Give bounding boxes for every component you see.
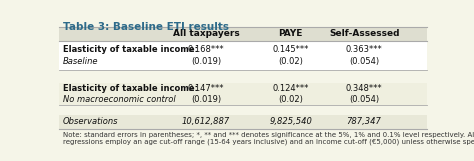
Text: Self-Assessed: Self-Assessed <box>329 29 400 38</box>
Text: 0.147***: 0.147*** <box>188 84 225 93</box>
FancyBboxPatch shape <box>59 83 427 105</box>
Text: 10,612,887: 10,612,887 <box>182 117 230 126</box>
Text: 9,825,540: 9,825,540 <box>269 117 312 126</box>
Text: 0.348***: 0.348*** <box>346 84 383 93</box>
FancyBboxPatch shape <box>59 115 427 129</box>
Text: 0.145***: 0.145*** <box>273 45 309 54</box>
Text: (0.02): (0.02) <box>278 95 303 104</box>
Text: (0.019): (0.019) <box>191 57 221 66</box>
Text: Observations: Observations <box>63 117 118 126</box>
FancyBboxPatch shape <box>59 42 427 70</box>
Text: Note: standard errors in parentheses; *, ** and *** denotes significance at the : Note: standard errors in parentheses; *,… <box>63 132 474 145</box>
Text: 0.168***: 0.168*** <box>188 45 225 54</box>
FancyBboxPatch shape <box>59 27 427 41</box>
Text: Elasticity of taxable income:: Elasticity of taxable income: <box>63 84 198 93</box>
Text: 0.363***: 0.363*** <box>346 45 383 54</box>
Text: (0.02): (0.02) <box>278 57 303 66</box>
Text: No macroeconomic control: No macroeconomic control <box>63 95 176 104</box>
Text: (0.054): (0.054) <box>349 57 379 66</box>
Text: All taxpayers: All taxpayers <box>173 29 239 38</box>
Text: 787,347: 787,347 <box>346 117 382 126</box>
Text: Table 3: Baseline ETI results: Table 3: Baseline ETI results <box>63 22 229 32</box>
Text: (0.019): (0.019) <box>191 95 221 104</box>
Text: 0.124***: 0.124*** <box>273 84 309 93</box>
Text: Elasticity of taxable income:: Elasticity of taxable income: <box>63 45 198 54</box>
Text: Baseline: Baseline <box>63 57 99 66</box>
Text: PAYE: PAYE <box>279 29 303 38</box>
Text: (0.054): (0.054) <box>349 95 379 104</box>
